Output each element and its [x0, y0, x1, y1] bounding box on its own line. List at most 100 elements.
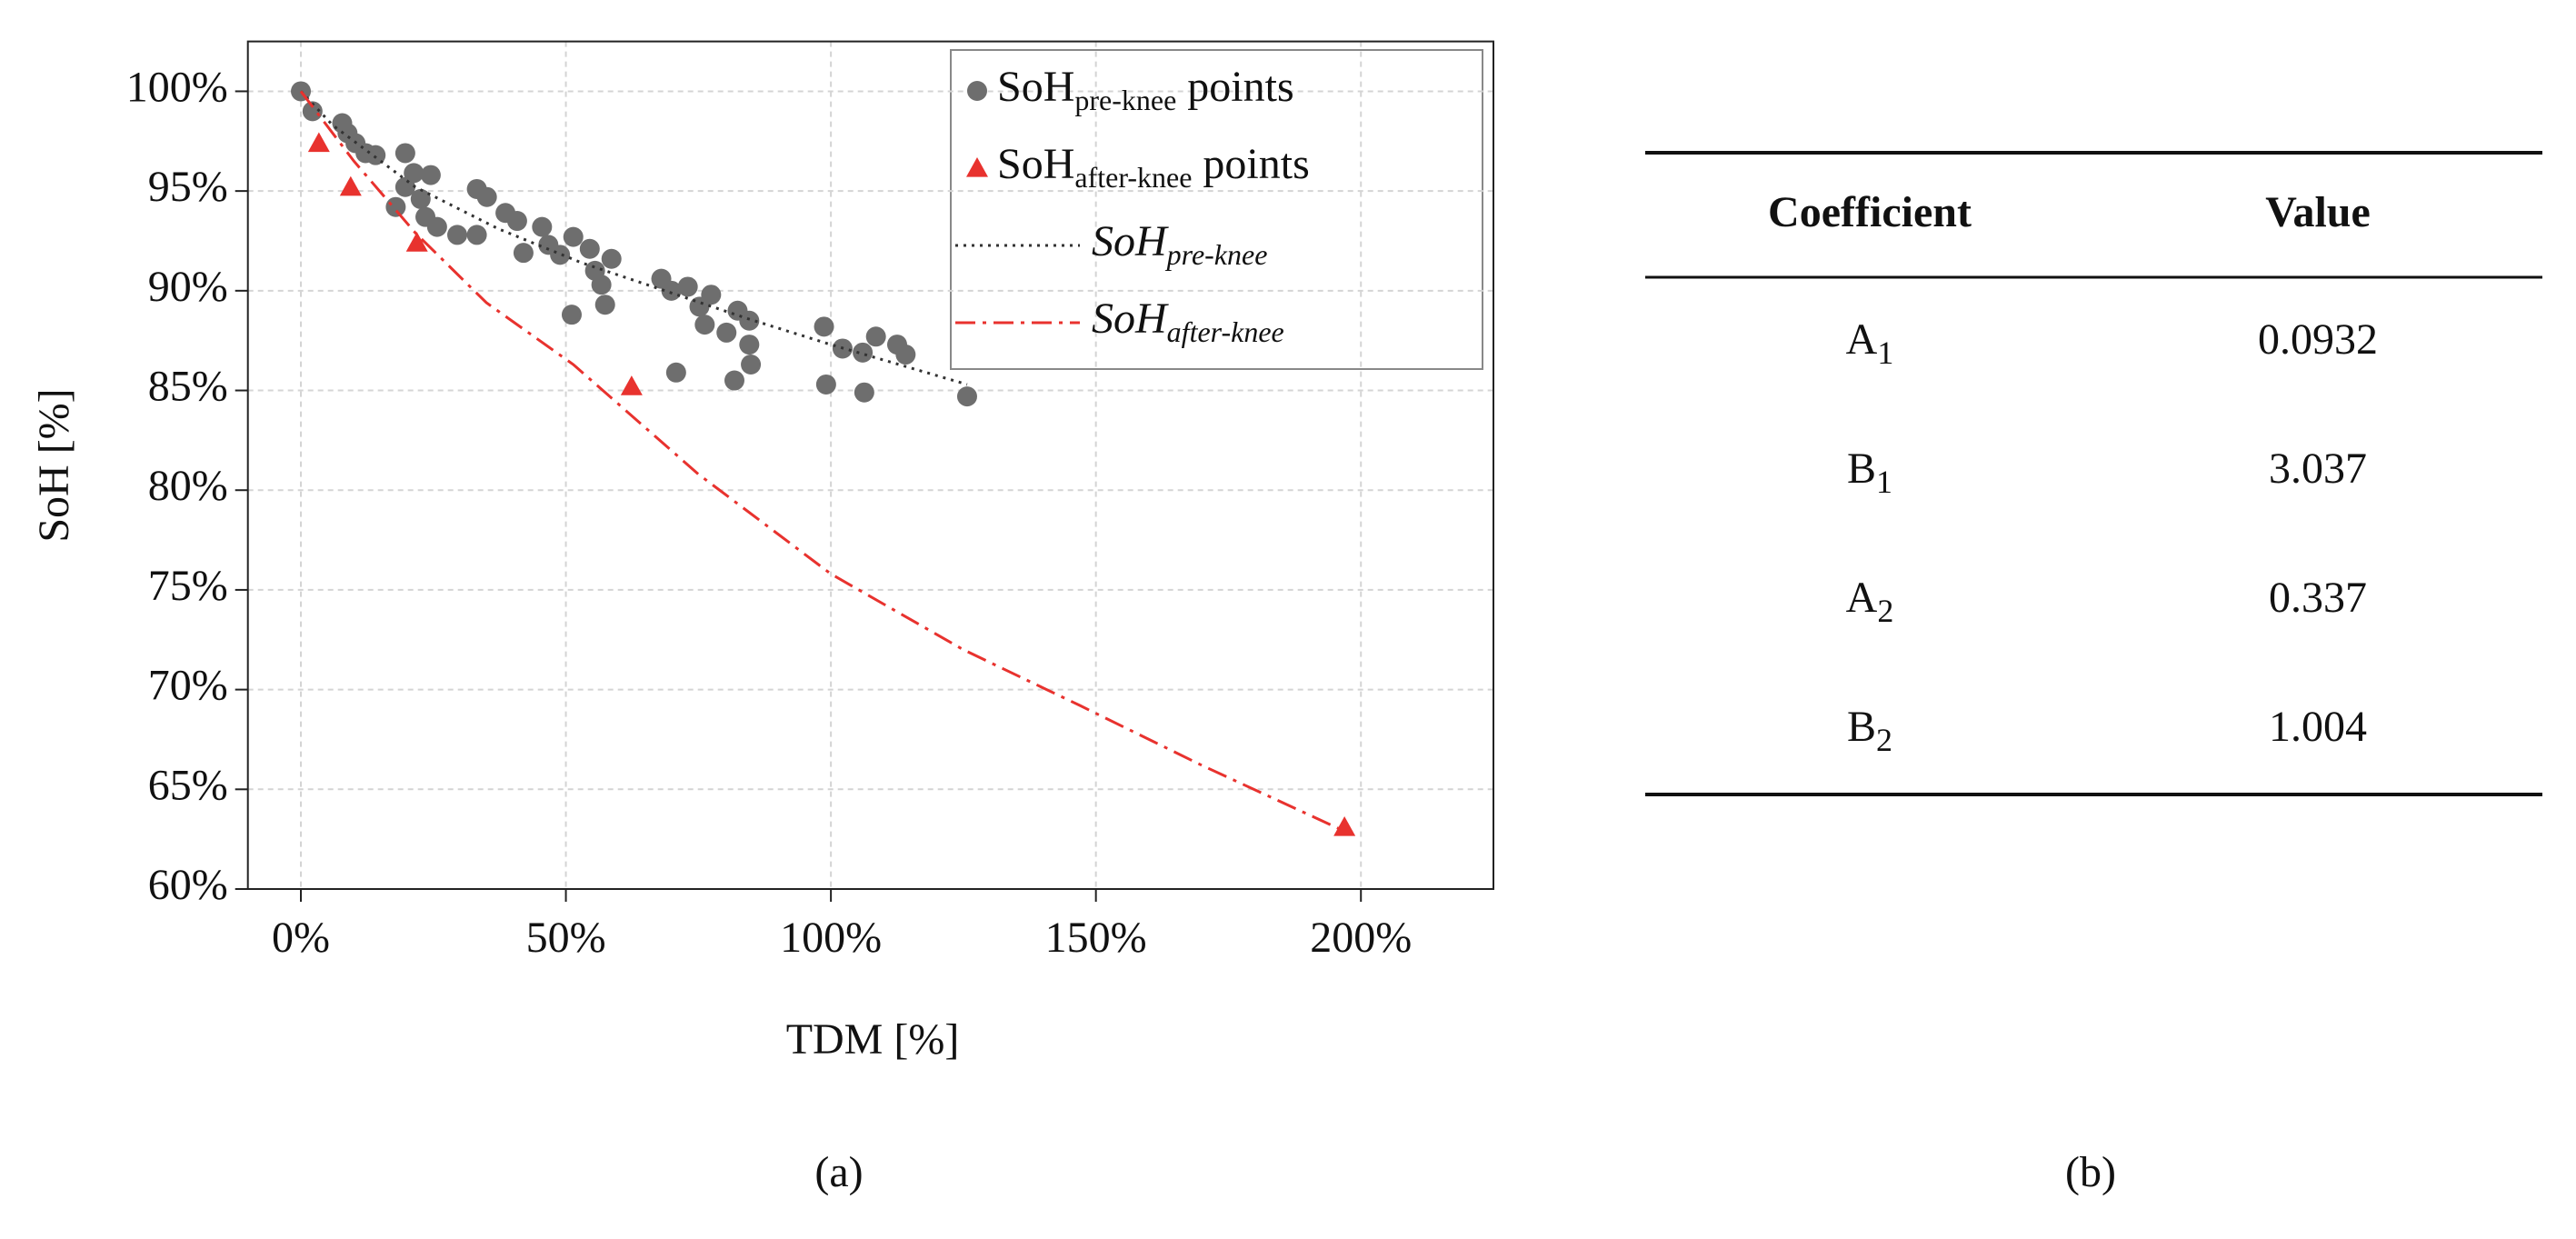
- y-tick-label: 85%: [148, 363, 228, 411]
- fit-curve: [299, 90, 968, 386]
- y-tick-label: 60%: [148, 861, 228, 909]
- x-tick-label: 50%: [526, 914, 606, 962]
- y-tick-label: 80%: [148, 462, 228, 510]
- circle-marker: [466, 225, 487, 245]
- circle-marker: [385, 196, 406, 217]
- caption: (b): [2065, 1148, 2116, 1196]
- legend-text-part: after-knee: [1167, 315, 1284, 348]
- table-header: Value: [2265, 188, 2371, 236]
- y-tick-label: 100%: [126, 63, 228, 111]
- triangle-marker: [405, 232, 428, 252]
- circle-marker: [661, 280, 682, 301]
- circle-marker: [591, 275, 612, 295]
- circle-marker: [513, 243, 534, 264]
- table-cell-part: 1: [1876, 464, 1892, 500]
- circle-marker: [601, 248, 622, 269]
- y-tick-label: 75%: [148, 562, 228, 610]
- legend-text-part: SoH: [997, 140, 1074, 188]
- circle-marker: [563, 226, 584, 247]
- table-cell-part: 2: [1877, 593, 1893, 629]
- circle-marker: [814, 316, 834, 337]
- table-cell-part: B: [1847, 445, 1876, 493]
- y-tick-label: 95%: [148, 163, 228, 211]
- circle-marker: [579, 238, 600, 259]
- legend-label: SoHpre-knee points: [997, 63, 1294, 116]
- circle-marker: [739, 310, 760, 331]
- legend-text-part: points: [1176, 63, 1293, 111]
- table-cell-part: 1: [1877, 335, 1893, 371]
- circle-marker: [865, 326, 886, 347]
- table-cell-part: B: [1847, 703, 1876, 751]
- triangle-marker: [307, 132, 330, 153]
- circle-marker: [420, 165, 441, 185]
- table-cell: 0.337: [2269, 574, 2367, 622]
- legend-text-part: pre-knee: [1165, 238, 1268, 271]
- x-tick-label: 150%: [1045, 914, 1147, 962]
- x-axis-title: TDM [%]: [786, 1015, 960, 1064]
- legend-label: SoHafter-knee: [1092, 295, 1284, 348]
- legend-text-part: points: [1192, 140, 1309, 188]
- circle-marker: [561, 305, 582, 325]
- legend-text-part: SoH: [1092, 217, 1169, 265]
- table-cell: 3.037: [2269, 445, 2367, 493]
- circle-marker: [665, 362, 686, 383]
- table-cell: A1: [1846, 315, 1894, 371]
- circle-marker: [447, 225, 468, 245]
- circle-marker: [739, 335, 760, 355]
- x-tick-label: 0%: [272, 914, 330, 962]
- legend-box: [950, 49, 1483, 370]
- table-cell: A2: [1846, 574, 1894, 629]
- circle-marker: [302, 101, 323, 122]
- table-cell-part: A: [1846, 315, 1878, 364]
- triangle-marker: [1333, 815, 1356, 836]
- circle-marker: [701, 285, 722, 305]
- y-tick-label: 70%: [148, 662, 228, 710]
- y-axis-title: SoH [%]: [30, 388, 78, 542]
- circle-marker: [895, 345, 916, 365]
- circle-marker: [815, 374, 836, 395]
- legend-text-part: SoH: [1092, 295, 1169, 343]
- circle-marker: [741, 355, 762, 375]
- circle-marker: [677, 276, 698, 297]
- x-tick-label: 200%: [1310, 914, 1412, 962]
- triangle-marker: [620, 375, 643, 395]
- y-tick-label: 65%: [148, 761, 228, 809]
- x-tick-label: 100%: [780, 914, 882, 962]
- circle-marker: [716, 322, 737, 343]
- circle-marker: [410, 188, 431, 209]
- circle-marker: [854, 382, 874, 403]
- triangle-marker: [339, 175, 362, 196]
- table-cell: B2: [1847, 703, 1892, 758]
- table-cell: 1.004: [2269, 703, 2367, 751]
- table-header: Coefficient: [1768, 188, 1972, 236]
- legend-text-part: after-knee: [1074, 161, 1192, 194]
- y-tick-label: 90%: [148, 263, 228, 311]
- legend-marker: [966, 157, 988, 177]
- circle-marker: [594, 295, 615, 315]
- legend-text-part: pre-knee: [1074, 84, 1176, 116]
- table-cell: 0.0932: [2258, 315, 2378, 364]
- circle-marker: [506, 211, 527, 232]
- legend-label: SoHpre-knee: [1092, 217, 1267, 271]
- legend-marker: [967, 81, 987, 101]
- fit-curve: [299, 90, 1345, 833]
- circle-marker: [853, 342, 874, 363]
- legend-text-part: SoH: [997, 63, 1074, 111]
- circle-marker: [404, 163, 424, 184]
- circle-marker: [394, 143, 415, 164]
- circle-marker: [550, 245, 571, 265]
- circle-marker: [532, 216, 553, 237]
- table-cell-part: 2: [1876, 722, 1892, 758]
- caption: (a): [814, 1148, 863, 1196]
- circle-marker: [365, 145, 386, 165]
- table-cell: B1: [1847, 445, 1892, 500]
- plot-frame: [246, 40, 1495, 891]
- circle-marker: [956, 386, 977, 407]
- legend-label: SoHafter-knee points: [997, 140, 1310, 194]
- circle-marker: [426, 216, 447, 237]
- circle-marker: [694, 315, 715, 335]
- circle-marker: [724, 370, 744, 391]
- circle-marker: [476, 186, 497, 207]
- table-cell-part: A: [1846, 574, 1878, 622]
